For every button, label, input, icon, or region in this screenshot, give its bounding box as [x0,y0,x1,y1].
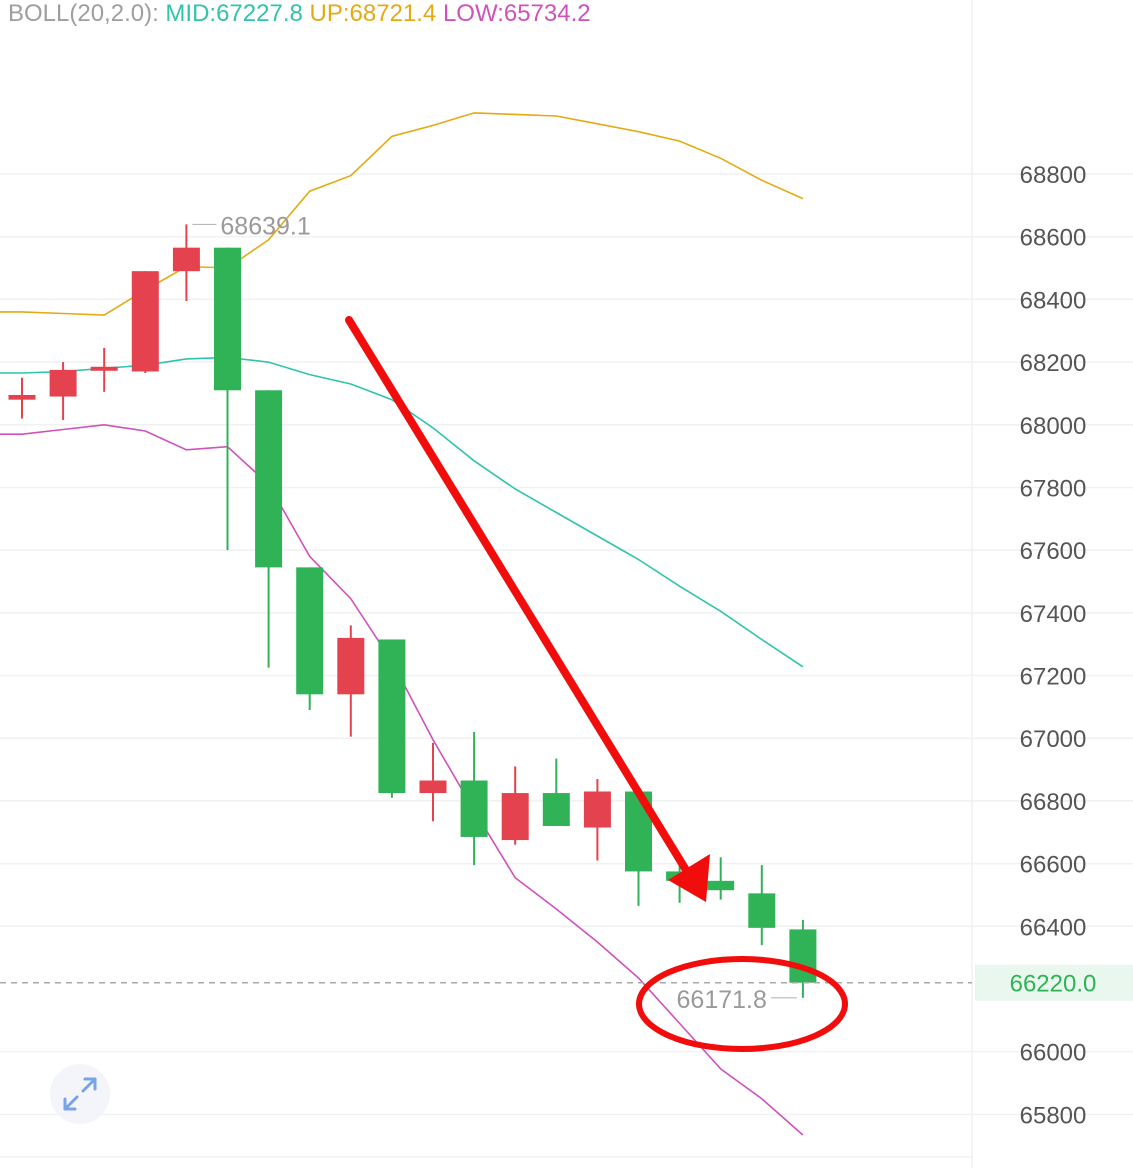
boll-up-line [0,112,804,316]
candle-body [255,390,283,568]
expand-arrows-icon [63,1077,97,1111]
candle-down [296,567,324,710]
boll-label: BOLL(20,2.0): [8,0,159,27]
candle-body [131,271,159,372]
boll-mid-value: MID:67227.8 [165,0,303,27]
boll-mid-line [0,356,804,668]
candle-body [296,567,324,695]
candle-up [131,271,159,374]
price-tick-label: 67800 [1020,475,1087,502]
boll-low-value: LOW:65734.2 [442,0,591,27]
candle-up [501,766,529,845]
price-tick-label: 68400 [1020,287,1087,314]
candle-down [378,639,406,798]
red-arrow-shaft [345,316,690,874]
price-markers: 68639.1 66171.8 66220.0 [0,212,1133,1014]
candle-body [8,394,36,400]
candle-up [419,742,447,822]
candle-up [583,778,611,861]
price-tick-label: 68000 [1020,413,1087,440]
candle-up [8,377,36,419]
price-tick-label: 66000 [1020,1040,1087,1067]
bollinger-bands [0,112,804,1136]
current-price-label: 66220.0 [1010,971,1097,998]
candle-up [172,224,200,301]
candle-down [255,390,283,668]
price-tick-label: 65800 [1020,1102,1087,1129]
grid-lines [0,173,1133,1158]
red-arrowhead-icon [668,854,710,902]
candle-down [214,247,241,551]
price-tick-label: 66600 [1020,852,1087,879]
candle-body [337,637,365,695]
price-tick-label: 67200 [1020,664,1087,691]
candle-body [90,366,118,371]
boll-legend: BOLL(20,2.0): MID:67227.8 UP:68721.4 LOW… [8,0,591,28]
candle-body [172,247,200,272]
candle-body [789,929,817,983]
price-tick-label: 66400 [1020,914,1087,941]
candle-down [625,791,652,906]
price-tick-label: 67000 [1020,726,1087,753]
price-tick-label: 68600 [1020,225,1087,252]
high-marker-label: 68639.1 [220,212,310,240]
candle-body [501,793,529,841]
price-tick-label: 66800 [1020,789,1087,816]
red-circle-annotation [636,956,848,1052]
expand-chart-button[interactable] [50,1064,110,1124]
candle-up [337,625,365,737]
candle-down [707,857,735,900]
candle-body [419,780,447,794]
candle-body [748,893,776,928]
price-axis: 68800 68600 68400 68200 68000 67800 67600 67400… [1020,162,1087,1129]
candle-body [707,880,735,891]
boll-up-value: UP:68721.4 [309,0,437,27]
price-tick-label: 67600 [1020,538,1087,565]
low-marker-label: 66171.8 [677,986,767,1014]
candle-body [583,791,611,828]
candles [8,224,817,998]
candle-body [49,369,77,397]
price-tick-label: 68200 [1020,350,1087,377]
annotations [345,316,848,1052]
candle-down [542,758,570,826]
candle-down [460,731,488,866]
candle-up [90,347,118,392]
candle-down [789,920,817,998]
candle-body [542,793,570,826]
candle-body [214,247,241,391]
candle-body [460,780,488,837]
candle-body [378,639,406,794]
price-tick-label: 68800 [1020,162,1087,189]
candle-up [49,362,77,421]
current-price-badge [975,964,1133,1001]
price-tick-label: 67400 [1020,601,1087,628]
candle-down [748,865,776,946]
